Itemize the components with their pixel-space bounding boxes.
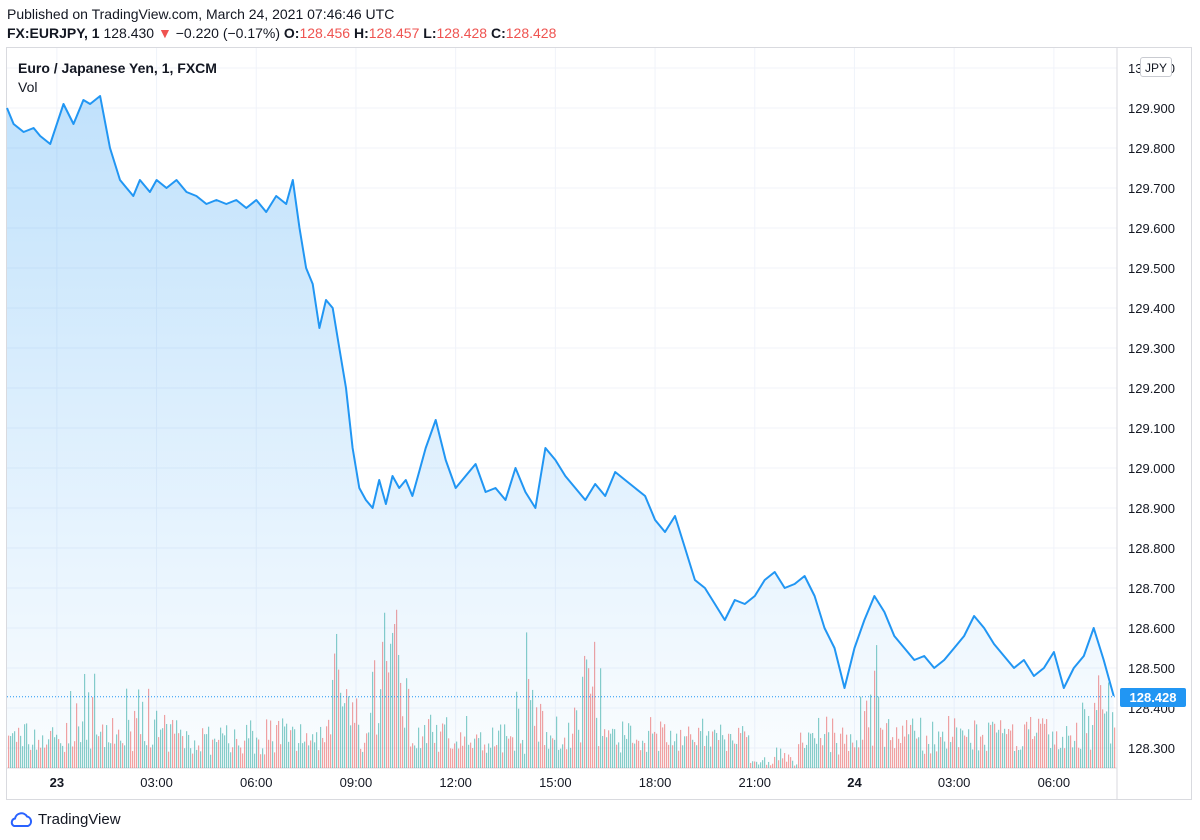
y-tick-label: 129.800 — [1128, 141, 1175, 156]
x-tick-label: 21:00 — [738, 775, 771, 790]
low-label: L: — [423, 25, 437, 41]
x-tick-label: 15:00 — [539, 775, 572, 790]
x-tick-label: 09:00 — [340, 775, 373, 790]
x-tick-label: 03:00 — [938, 775, 971, 790]
y-tick-label: 129.200 — [1128, 381, 1175, 396]
last-price-tag: 128.428 — [1120, 687, 1186, 707]
y-tick-label: 128.900 — [1128, 501, 1175, 516]
chart-frame[interactable] — [6, 47, 1192, 800]
y-tick-label: 129.300 — [1128, 341, 1175, 356]
last-price: 128.430 — [103, 25, 155, 41]
y-tick-label: 129.600 — [1128, 221, 1175, 236]
high-label: H: — [353, 25, 369, 41]
y-tick-label: 129.900 — [1128, 101, 1175, 116]
y-tick-label: 128.500 — [1128, 661, 1175, 676]
y-tick-label: 129.400 — [1128, 301, 1175, 316]
currency-button[interactable]: JPY — [1140, 57, 1172, 77]
change-value: −0.220 (−0.17%) — [175, 25, 281, 41]
y-tick-label: 128.700 — [1128, 581, 1175, 596]
volume-bar — [1114, 727, 1116, 768]
x-tick-label: 12:00 — [439, 775, 472, 790]
cloud-logo-icon — [10, 811, 33, 827]
change-down-arrow-icon: ▼ — [157, 25, 172, 41]
open-value: 128.456 — [299, 25, 351, 41]
y-tick-label: 128.600 — [1128, 621, 1175, 636]
x-tick-label: 03:00 — [140, 775, 173, 790]
x-tick-label: 23 — [50, 775, 64, 790]
high-value: 128.457 — [368, 25, 420, 41]
open-label: O: — [283, 25, 300, 41]
y-tick-label: 129.500 — [1128, 261, 1175, 276]
x-tick-label: 18:00 — [639, 775, 672, 790]
x-tick-label: 24 — [847, 775, 862, 790]
legend-volume: Vol — [18, 79, 38, 95]
quote-line: FX:EURJPY, 1 128.430 ▼ −0.220 (−0.17%) O… — [7, 25, 556, 41]
x-tick-label: 06:00 — [1038, 775, 1071, 790]
legend-title: Euro / Japanese Yen, 1, FXCM — [18, 60, 217, 76]
brand-name: TradingView — [38, 811, 121, 828]
y-tick-label: 129.000 — [1128, 461, 1175, 476]
close-value: 128.428 — [505, 25, 557, 41]
price-area — [7, 96, 1114, 768]
y-tick-label: 129.700 — [1128, 181, 1175, 196]
published-note: Published on TradingView.com, March 24, … — [7, 6, 395, 22]
low-value: 128.428 — [436, 25, 488, 41]
symbol: FX:EURJPY, 1 — [7, 25, 100, 41]
y-tick-label: 128.800 — [1128, 541, 1175, 556]
tradingview-logo[interactable]: TradingView — [8, 811, 121, 828]
x-tick-label: 06:00 — [240, 775, 273, 790]
y-tick-label: 129.100 — [1128, 421, 1175, 436]
price-line — [6, 95, 1115, 697]
close-label: C: — [490, 25, 506, 41]
y-tick-label: 128.300 — [1128, 741, 1175, 756]
